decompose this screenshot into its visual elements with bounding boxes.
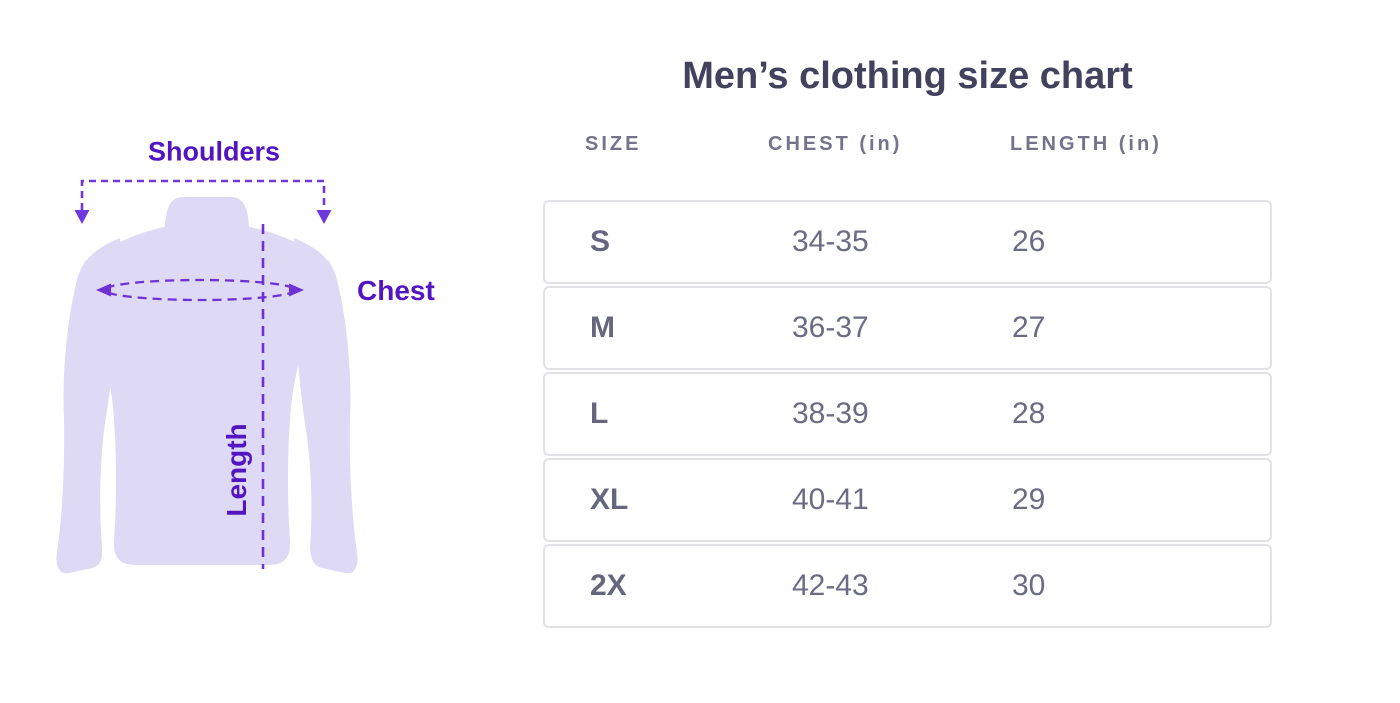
chest-label: Chest	[357, 275, 435, 306]
length-cell: 28	[1012, 397, 1046, 430]
chest-cell: 34-35	[792, 225, 869, 258]
table-header-row: SIZE CHEST (in) LENGTH (in)	[543, 133, 1272, 156]
shoulders-measure-arrow	[74, 179, 332, 224]
shirt-diagram-svg	[56, 179, 358, 574]
size-cell: XL	[590, 483, 629, 516]
shoulders-label: Shoulders	[147, 136, 281, 167]
chest-measure-ellipse	[96, 278, 304, 302]
table-row-m: M 36-37 27	[543, 286, 1272, 370]
size-cell: M	[590, 311, 615, 344]
length-cell: 26	[1012, 225, 1046, 258]
table-row-l: L 38-39 28	[543, 372, 1272, 456]
table-row-2x: 2X 42-43 30	[543, 544, 1272, 628]
length-cell: 29	[1012, 483, 1046, 516]
column-header-length: LENGTH (in)	[1010, 133, 1162, 155]
size-cell: S	[590, 225, 611, 258]
chest-cell: 38-39	[792, 397, 869, 430]
shirt-measurement-diagram: Shoulders Chest Length	[0, 0, 470, 660]
chest-cell: 36-37	[792, 311, 869, 344]
column-header-chest: CHEST (in)	[768, 133, 903, 155]
size-cell: L	[590, 397, 609, 430]
length-cell: 27	[1012, 311, 1046, 344]
table-row-xl: XL 40-41 29	[543, 458, 1272, 542]
chest-cell: 40-41	[792, 483, 869, 516]
size-cell: 2X	[590, 569, 627, 602]
size-table: S 34-35 26 M 36-37 27 L 38-39 28 XL 40-4…	[543, 200, 1272, 630]
page-title: Men’s clothing size chart	[682, 55, 1133, 97]
shirt-illustration	[56, 197, 358, 574]
length-cell: 30	[1012, 569, 1046, 602]
table-row-s: S 34-35 26	[543, 200, 1272, 284]
length-label: Length	[221, 423, 252, 517]
shirt-body	[84, 197, 330, 565]
chest-cell: 42-43	[792, 569, 869, 602]
column-header-size: SIZE	[585, 133, 642, 155]
